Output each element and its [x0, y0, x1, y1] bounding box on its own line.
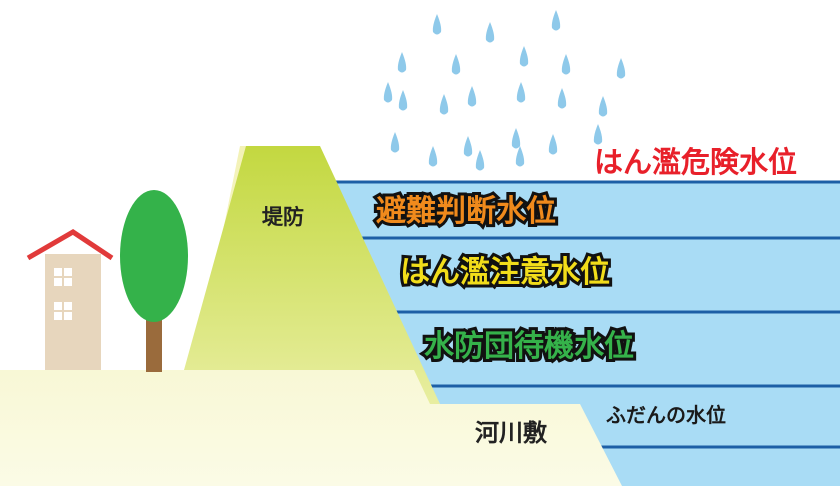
raindrop-icon: [432, 14, 442, 35]
level-label-standby: 水防団待機水位: [421, 329, 637, 365]
house-icon: [26, 229, 114, 370]
levee: [184, 146, 440, 404]
raindrop-icon: [390, 132, 400, 153]
raindrop-icon: [475, 150, 485, 171]
levee-label: 堤防: [262, 205, 304, 229]
raindrop-icon: [463, 136, 473, 157]
rain: [383, 10, 626, 171]
tree-icon: [120, 190, 188, 372]
raindrop-icon: [561, 54, 571, 75]
raindrop-icon: [428, 146, 438, 167]
raindrop-icon: [383, 82, 393, 103]
raindrop-icon: [398, 90, 408, 111]
level-label-danger: はん濫危険水位: [594, 145, 798, 179]
raindrop-icon: [519, 46, 529, 67]
riverbed-label: 河川敷: [475, 419, 547, 447]
raindrop-icon: [551, 10, 561, 31]
level-label-evacuation: 避難判断水位: [373, 194, 559, 230]
raindrop-icon: [598, 96, 608, 117]
raindrop-icon: [593, 124, 603, 145]
raindrop-icon: [511, 128, 521, 149]
raindrop-icon: [616, 58, 626, 79]
raindrop-icon: [516, 82, 526, 103]
raindrop-icon: [557, 88, 567, 109]
raindrop-icon: [467, 86, 477, 107]
raindrop-icon: [485, 22, 495, 43]
raindrop-icon: [451, 54, 461, 75]
raindrop-icon: [397, 52, 407, 73]
level-label-warning: はん濫注意水位: [397, 255, 613, 291]
raindrop-icon: [439, 94, 449, 115]
raindrop-icon: [515, 146, 525, 167]
raindrop-icon: [548, 134, 558, 155]
level-label-normal: ふだんの水位: [606, 403, 726, 427]
